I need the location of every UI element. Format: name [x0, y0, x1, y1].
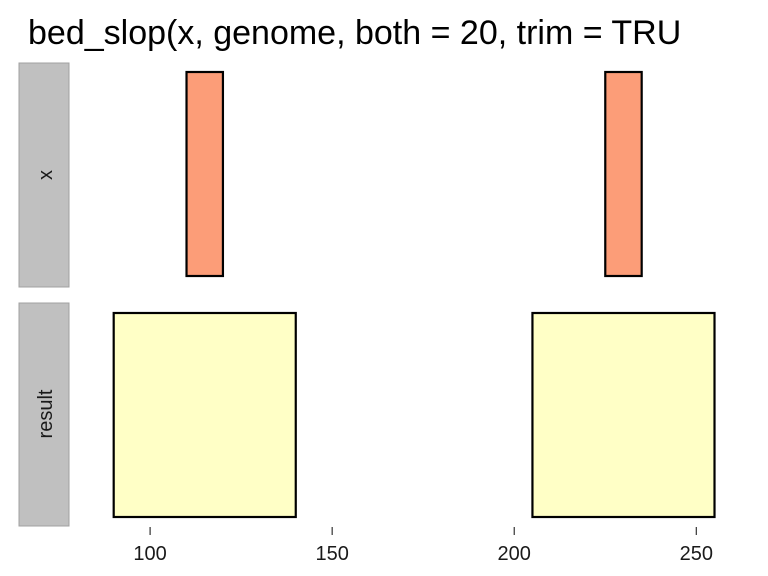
interval-x-0 [185, 70, 225, 278]
strip-x [18, 62, 70, 288]
x-tick-label-3: 250 [680, 543, 713, 565]
bars-x [185, 70, 643, 278]
panel-result: result [18, 302, 716, 527]
chart-title: bed_slop(x, genome, both = 20, trim = TR… [28, 14, 681, 52]
x-tick-label-1: 150 [315, 543, 348, 565]
interval-x-1 [604, 70, 643, 278]
strip-label-result: result [35, 389, 57, 438]
interval-result-1 [531, 311, 716, 519]
x-tick-label-2: 200 [498, 543, 531, 565]
bars-result [112, 311, 716, 519]
x-tick-label-0: 100 [133, 543, 166, 565]
x-axis: 100 150 200 250 [133, 527, 713, 565]
interval-result-0 [112, 311, 297, 519]
strip-result [18, 302, 70, 527]
strip-label-x: x [35, 170, 57, 180]
panel-x: x [18, 62, 643, 288]
